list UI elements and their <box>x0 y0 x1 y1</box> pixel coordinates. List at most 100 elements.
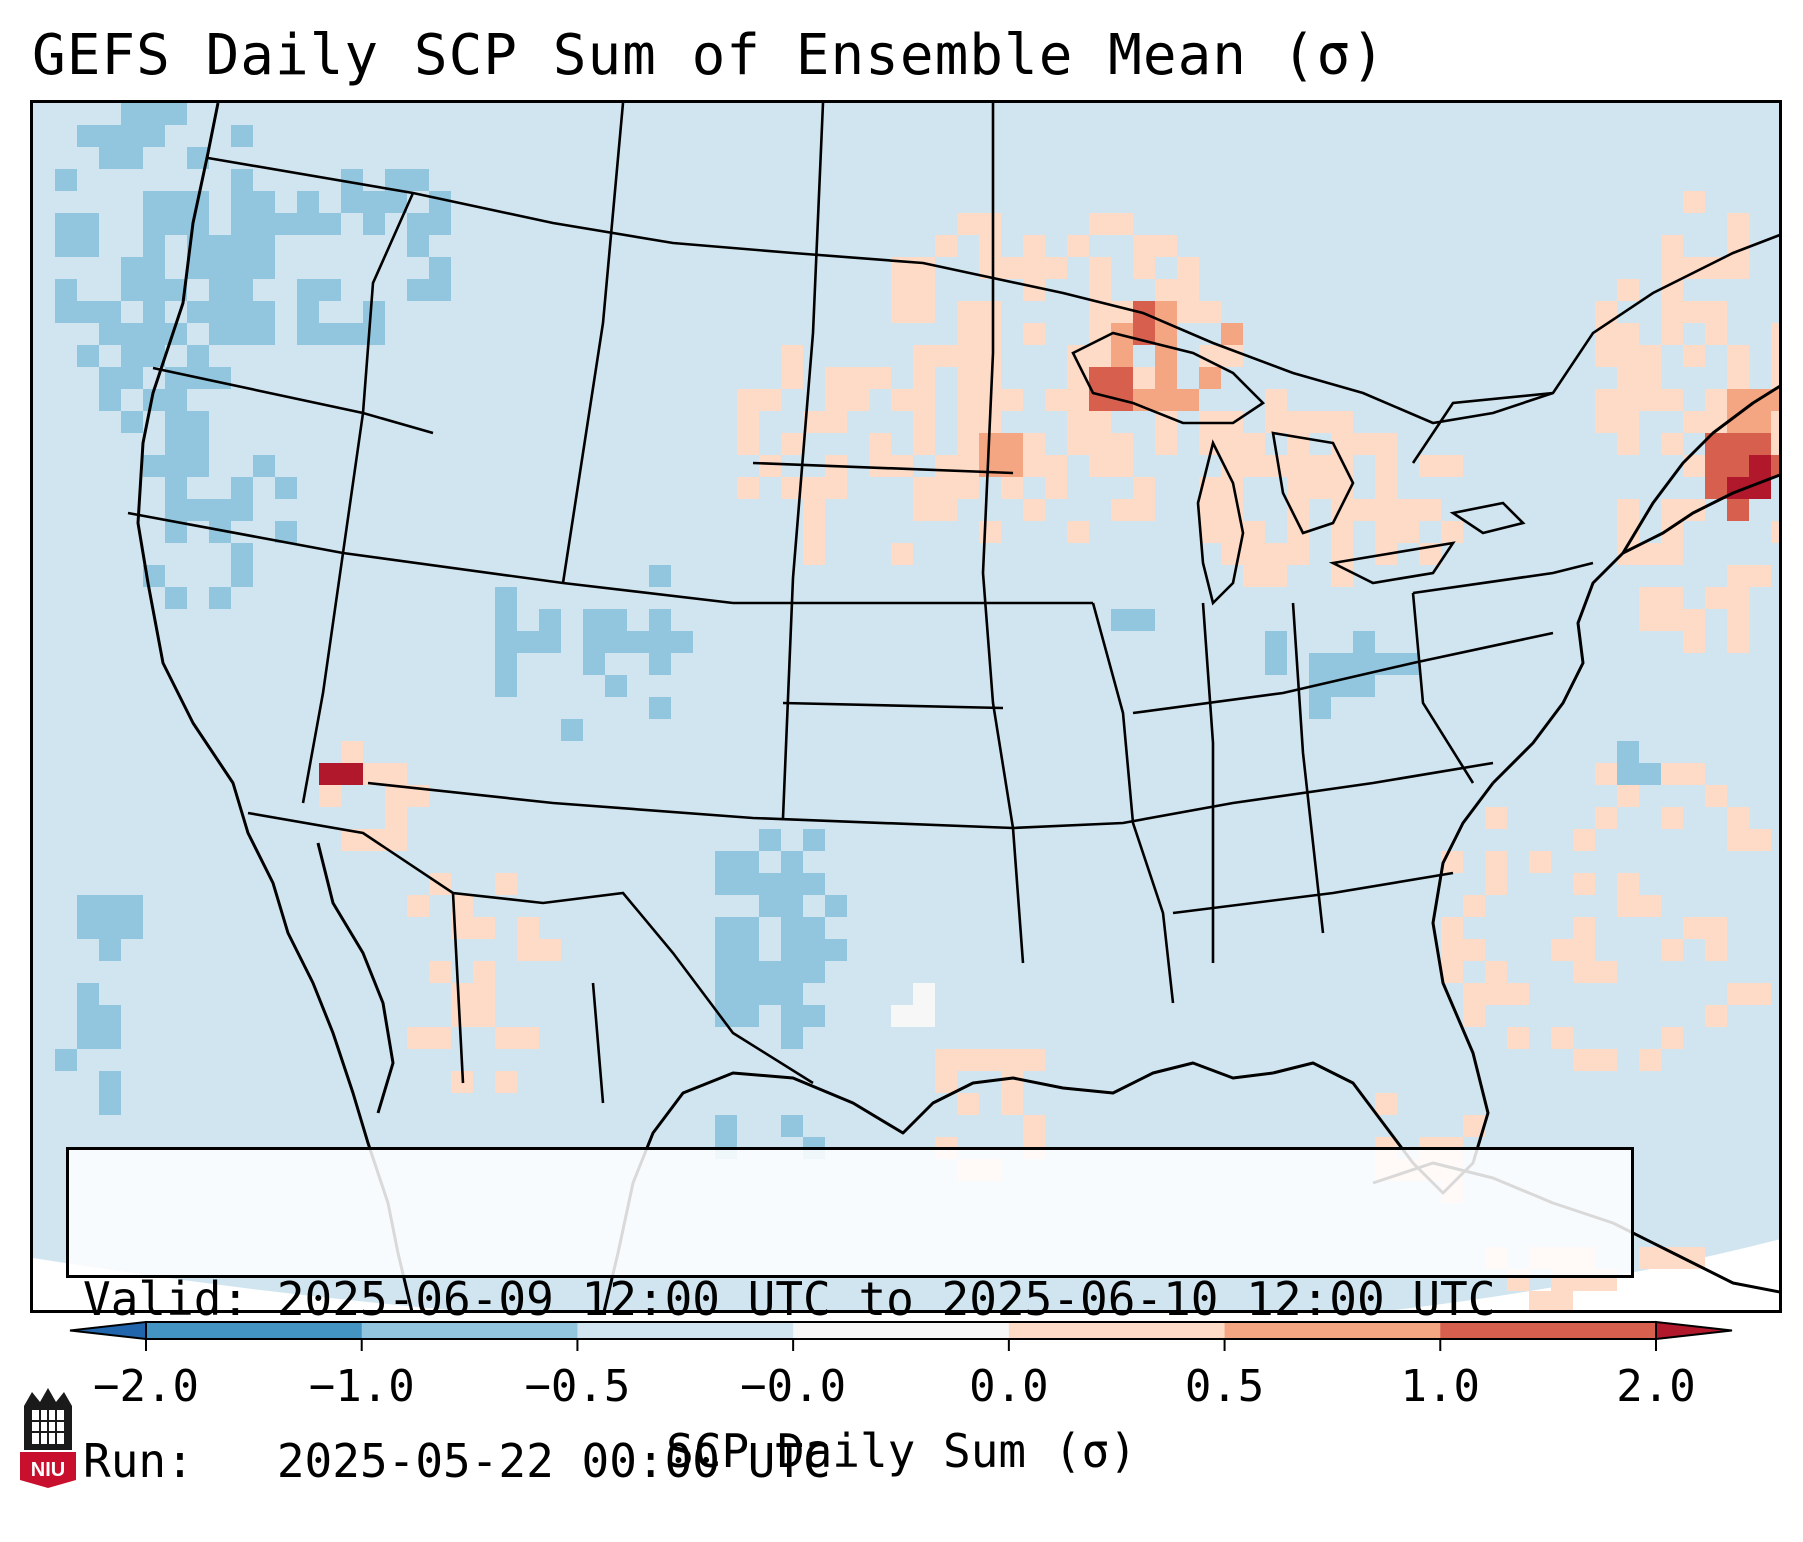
anomaly-cell <box>77 345 99 367</box>
anomaly-cell <box>1111 213 1133 235</box>
anomaly-cell <box>1155 235 1177 257</box>
anomaly-cell <box>737 389 759 411</box>
anomaly-cell <box>1639 895 1661 917</box>
anomaly-cell <box>1111 499 1133 521</box>
colorbar <box>69 1320 1733 1351</box>
anomaly-cell <box>957 301 979 323</box>
anomaly-cell <box>781 1027 803 1049</box>
anomaly-cell <box>583 609 605 631</box>
anomaly-cell <box>781 1115 803 1137</box>
anomaly-cell <box>209 301 231 323</box>
anomaly-cell <box>1177 279 1199 301</box>
anomaly-cell <box>1683 411 1705 433</box>
anomaly-cell <box>55 1049 77 1071</box>
anomaly-cell <box>825 939 847 961</box>
anomaly-cell <box>517 939 539 961</box>
anomaly-cell <box>1595 345 1617 367</box>
anomaly-cell <box>1705 587 1727 609</box>
anomaly-cell <box>935 499 957 521</box>
anomaly-cell <box>1507 1027 1529 1049</box>
anomaly-cell <box>1617 279 1639 301</box>
anomaly-cell <box>737 477 759 499</box>
anomaly-cell <box>99 367 121 389</box>
anomaly-cell <box>1045 257 1067 279</box>
anomaly-cell <box>297 191 319 213</box>
anomaly-cell <box>1573 829 1595 851</box>
anomaly-cell <box>165 279 187 301</box>
florida-coast <box>1272 782 1495 1195</box>
anomaly-cell <box>1705 917 1727 939</box>
anomaly-cell <box>957 455 979 477</box>
anomaly-cell <box>979 1049 1001 1071</box>
anomaly-cell <box>77 235 99 257</box>
anomaly-cell <box>1529 1291 1551 1310</box>
anomaly-cell <box>1727 807 1749 829</box>
anomaly-cell <box>781 477 803 499</box>
anomaly-cell <box>165 499 187 521</box>
anomaly-cell <box>1463 895 1485 917</box>
anomaly-cell <box>77 1005 99 1027</box>
colorbar-tick-label: 2.0 <box>1616 1361 1696 1412</box>
anomaly-cell <box>1617 323 1639 345</box>
anomaly-cell <box>957 411 979 433</box>
valid-time-text: Valid: 2025-06-09 12:00 UTC to 2025-06-1… <box>83 1272 1496 1326</box>
anomaly-cell <box>1683 455 1705 477</box>
anomaly-cell <box>231 323 253 345</box>
coastlines <box>136 103 1779 1310</box>
anomaly-cell <box>1705 323 1727 345</box>
anomaly-cell <box>1727 565 1749 587</box>
anomaly-cell <box>121 279 143 301</box>
anomaly-cell <box>913 499 935 521</box>
anomaly-cell <box>1727 433 1749 455</box>
anomaly-cell <box>825 477 847 499</box>
anomaly-cell <box>1573 939 1595 961</box>
anomaly-cell <box>1617 785 1639 807</box>
anomaly-cell <box>891 389 913 411</box>
anomaly-cell <box>1771 521 1779 543</box>
anomaly-cell <box>1595 389 1617 411</box>
anomaly-cell <box>429 191 451 213</box>
anomaly-cell <box>781 433 803 455</box>
anomaly-cell <box>1309 653 1331 675</box>
anomaly-cell <box>275 521 297 543</box>
anomaly-cell <box>1287 543 1309 565</box>
anomaly-cell <box>319 763 341 785</box>
anomaly-cell <box>803 477 825 499</box>
anomaly-cell <box>957 345 979 367</box>
anomaly-cell <box>385 807 407 829</box>
anomaly-cell <box>1727 257 1749 279</box>
anomaly-cell <box>55 301 77 323</box>
anomaly-cell <box>253 257 275 279</box>
anomaly-cell <box>1617 763 1639 785</box>
anomaly-cell <box>913 367 935 389</box>
anomaly-cell <box>341 763 363 785</box>
anomaly-cell <box>1309 411 1331 433</box>
anomaly-cell <box>1353 653 1375 675</box>
anomaly-cell <box>737 983 759 1005</box>
anomaly-cell <box>1705 433 1727 455</box>
anomaly-cell <box>759 895 781 917</box>
anomaly-cell <box>1683 631 1705 653</box>
anomaly-cell <box>979 213 1001 235</box>
anomaly-cell <box>1727 829 1749 851</box>
anomaly-cell <box>1661 763 1683 785</box>
anomaly-cell <box>1595 763 1617 785</box>
anomaly-cell <box>1661 587 1683 609</box>
anomaly-cell <box>759 983 781 1005</box>
anomaly-cell <box>737 851 759 873</box>
anomaly-cell <box>1683 763 1705 785</box>
anomaly-cell <box>803 829 825 851</box>
anomaly-cell <box>165 191 187 213</box>
anomaly-cell <box>363 213 385 235</box>
anomaly-cell <box>231 301 253 323</box>
anomaly-cell <box>1485 961 1507 983</box>
anomaly-cell <box>99 1093 121 1115</box>
anomaly-cell <box>231 477 253 499</box>
anomaly-cell <box>1023 279 1045 301</box>
anomaly-cell <box>1089 367 1111 389</box>
anomaly-cell <box>1155 433 1177 455</box>
anomaly-cell <box>121 147 143 169</box>
anomaly-cell <box>737 939 759 961</box>
anomaly-cell <box>737 433 759 455</box>
anomaly-cell <box>1045 389 1067 411</box>
